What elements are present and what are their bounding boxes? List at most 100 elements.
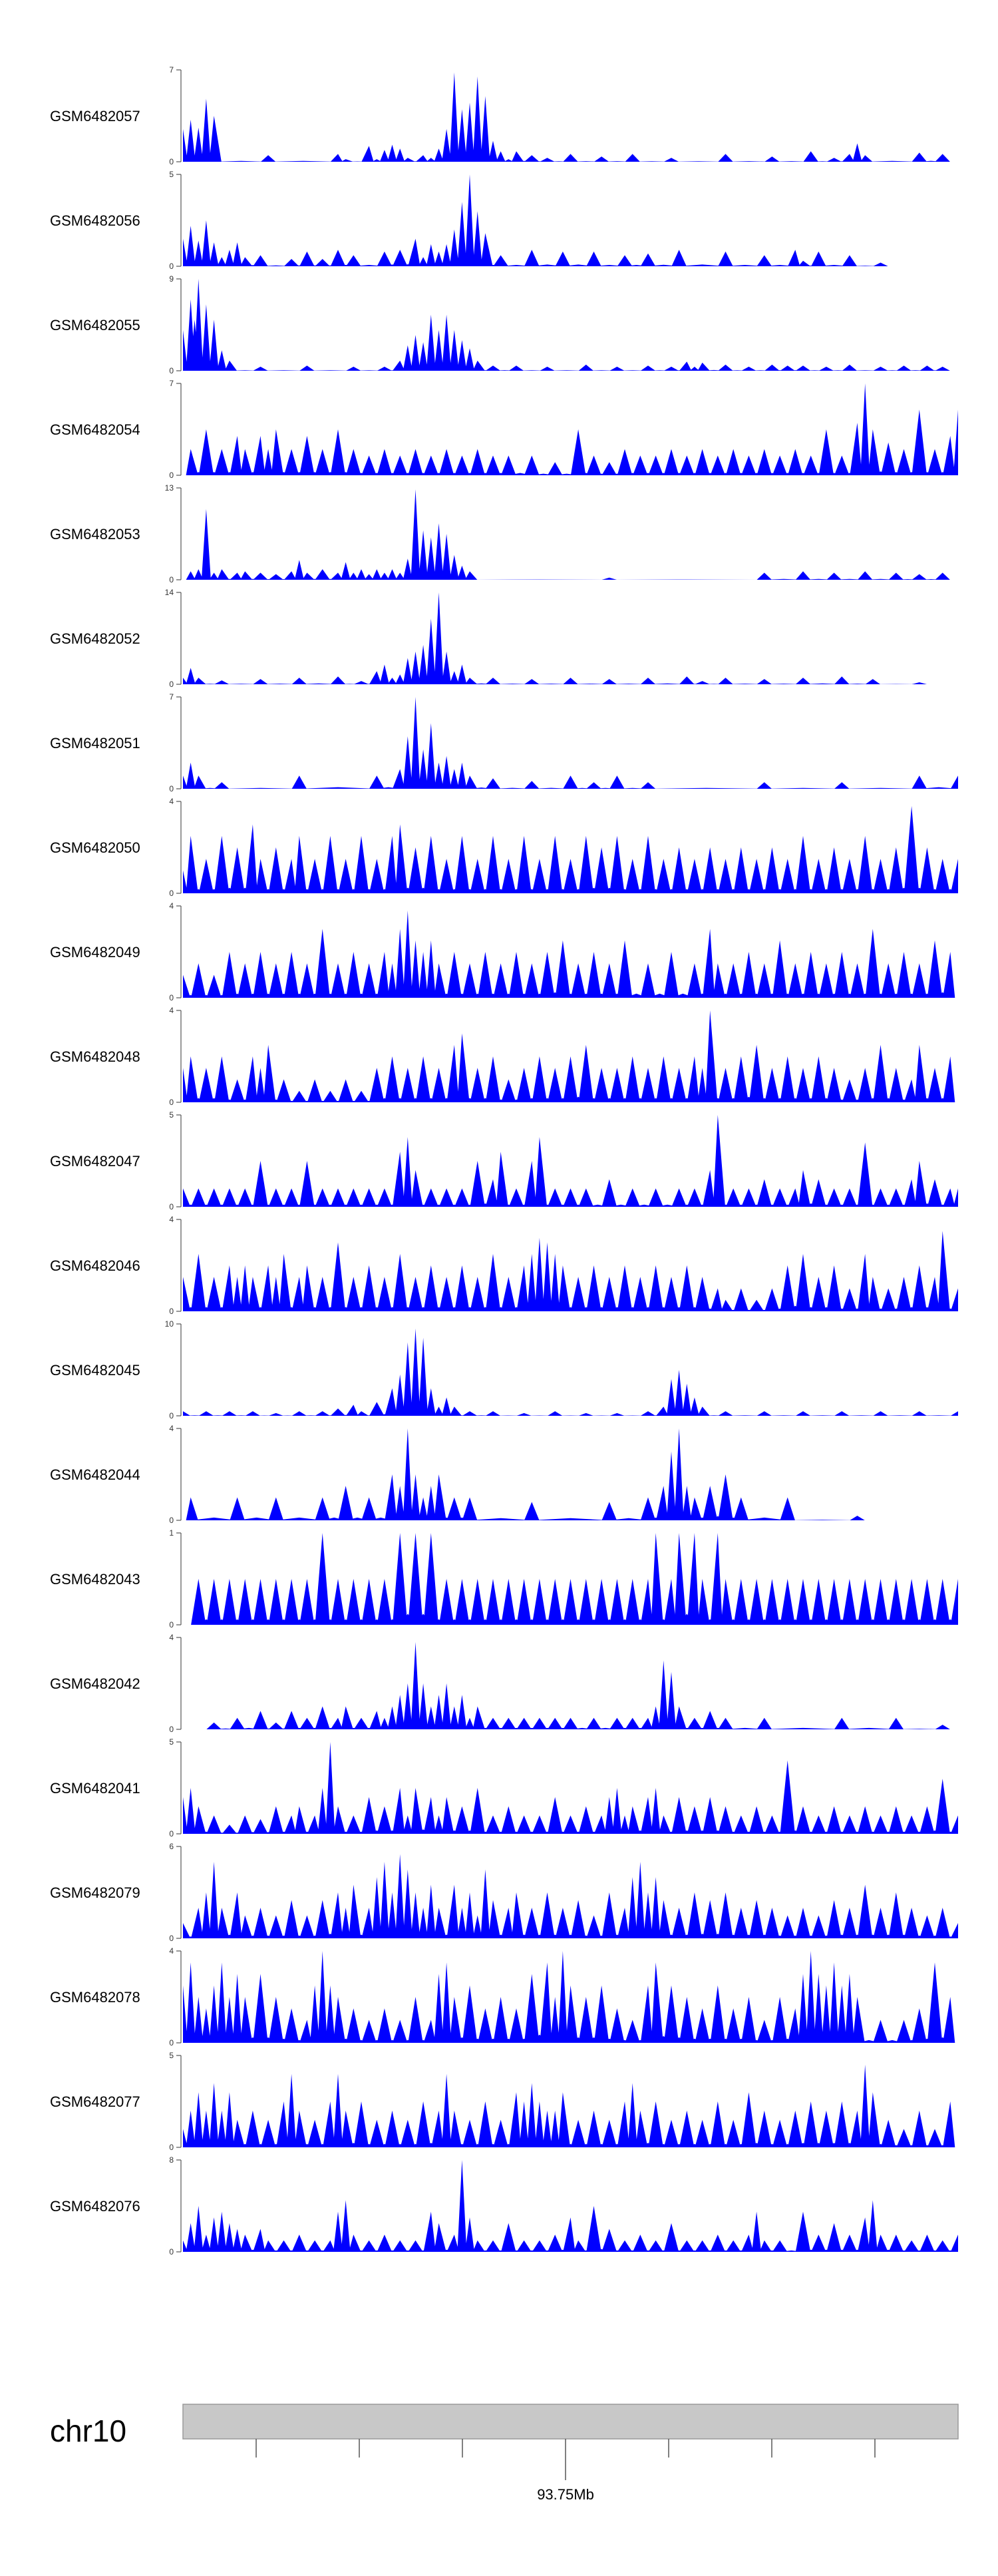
y-tick-label-min: 0 xyxy=(169,2247,174,2256)
y-tick-label-max: 5 xyxy=(169,1737,174,1747)
y-tick-label-max: 4 xyxy=(169,1633,174,1642)
y-tick-label-min: 0 xyxy=(169,2038,174,2047)
y-tick-label-max: 9 xyxy=(169,274,174,284)
y-tick-label-max: 7 xyxy=(169,65,174,75)
coverage-area xyxy=(186,383,959,475)
track: GSM6482051 7 0 xyxy=(50,692,958,793)
track-label: GSM6482042 xyxy=(50,1675,140,1692)
coverage-area xyxy=(183,1854,958,1938)
coverage-area xyxy=(183,592,927,684)
coverage-area xyxy=(186,1428,865,1520)
track: GSM6482046 4 0 xyxy=(50,1215,958,1316)
coverage-area xyxy=(206,1641,950,1729)
y-tick-label-max: 4 xyxy=(169,1946,174,1956)
coverage-area xyxy=(183,72,950,162)
y-tick-label-max: 5 xyxy=(169,170,174,179)
track-label: GSM6482056 xyxy=(50,212,140,229)
y-tick-label-max: 4 xyxy=(169,1424,174,1433)
track: GSM6482041 5 0 xyxy=(50,1737,958,1838)
y-tick-label-max: 8 xyxy=(169,2155,174,2165)
track-label: GSM6482076 xyxy=(50,2198,140,2215)
y-tick-label-max: 4 xyxy=(169,797,174,806)
y-tick-label-min: 0 xyxy=(169,471,174,480)
y-tick-label-min: 0 xyxy=(169,993,174,1002)
track-label: GSM6482054 xyxy=(50,421,140,438)
track: GSM6482055 9 0 xyxy=(50,274,950,375)
track-label: GSM6482048 xyxy=(50,1048,140,1065)
track: GSM6482050 4 0 xyxy=(50,797,958,898)
y-tick-label-max: 10 xyxy=(165,1319,174,1329)
coverage-area xyxy=(183,2064,955,2147)
coverage-area xyxy=(183,1010,955,1102)
track-label: GSM6482041 xyxy=(50,1780,140,1797)
coverage-area xyxy=(183,1231,958,1311)
y-tick-label-min: 0 xyxy=(169,157,174,166)
y-tick-label-min: 0 xyxy=(169,889,174,898)
y-tick-label-max: 13 xyxy=(165,483,174,493)
track: GSM6482044 4 0 xyxy=(50,1424,865,1525)
coverage-area xyxy=(183,805,958,893)
coverage-area xyxy=(183,279,950,371)
track: GSM6482078 4 0 xyxy=(50,1946,955,2047)
track: GSM6482049 4 0 xyxy=(50,901,955,1002)
y-tick-label-min: 0 xyxy=(169,1725,174,1734)
position-ticks xyxy=(255,2439,876,2480)
y-tick-label-min: 0 xyxy=(169,2143,174,2152)
track: GSM6482077 5 0 xyxy=(50,2051,955,2152)
y-tick-label-min: 0 xyxy=(169,1307,174,1316)
track-label: GSM6482077 xyxy=(50,2093,140,2110)
coverage-area xyxy=(183,1951,955,2043)
track: GSM6482048 4 0 xyxy=(50,1006,955,1107)
y-tick-label-min: 0 xyxy=(169,784,174,793)
track-label: GSM6482051 xyxy=(50,735,140,751)
y-tick-label-min: 0 xyxy=(169,1620,174,1629)
y-tick-label-min: 0 xyxy=(169,1411,174,1420)
track: GSM6482042 4 0 xyxy=(50,1633,950,1734)
track-label: GSM6482049 xyxy=(50,944,140,961)
y-tick-label-min: 0 xyxy=(169,680,174,689)
track: GSM6482079 6 0 xyxy=(50,1842,958,1943)
track-label: GSM6482043 xyxy=(50,1571,140,1588)
track-label: GSM6482053 xyxy=(50,526,140,542)
track-label: GSM6482050 xyxy=(50,839,140,856)
position-label: 93.75Mb xyxy=(537,2486,594,2503)
y-tick-label-min: 0 xyxy=(169,262,174,271)
track-label: GSM6482055 xyxy=(50,317,140,333)
track: GSM6482052 14 0 xyxy=(50,588,927,689)
track-label: GSM6482045 xyxy=(50,1362,140,1379)
coverage-area xyxy=(183,1742,958,1834)
track: GSM6482043 1 0 xyxy=(50,1528,959,1629)
track: GSM6482054 7 0 xyxy=(50,379,959,480)
coverage-area xyxy=(183,1328,958,1416)
track-label: GSM6482057 xyxy=(50,108,140,124)
y-tick-label-max: 7 xyxy=(169,379,174,388)
coverage-area xyxy=(191,1533,959,1625)
y-tick-label-max: 5 xyxy=(169,1110,174,1120)
y-tick-label-max: 6 xyxy=(169,1842,174,1851)
chromosome-label: chr10 xyxy=(50,2414,126,2448)
track: GSM6482076 8 0 xyxy=(50,2155,958,2256)
coverage-area xyxy=(183,1115,958,1207)
y-tick-label-max: 4 xyxy=(169,1006,174,1015)
y-tick-label-min: 0 xyxy=(169,366,174,375)
y-tick-label-max: 4 xyxy=(169,1215,174,1224)
coverage-area xyxy=(183,2160,958,2252)
y-tick-label-max: 4 xyxy=(169,901,174,911)
track-label: GSM6482047 xyxy=(50,1153,140,1170)
track: GSM6482045 10 0 xyxy=(50,1319,958,1420)
y-tick-label-max: 5 xyxy=(169,2051,174,2060)
y-tick-label-min: 0 xyxy=(169,1934,174,1943)
chromosome-ideogram: chr10 93.75Mb xyxy=(50,2404,959,2503)
track: GSM6482047 5 0 xyxy=(50,1110,958,1211)
track: GSM6482057 7 0 xyxy=(50,65,950,166)
y-tick-label-max: 1 xyxy=(169,1528,174,1538)
y-tick-label-min: 0 xyxy=(169,1516,174,1525)
y-tick-label-min: 0 xyxy=(169,1829,174,1838)
track-label: GSM6482079 xyxy=(50,1884,140,1901)
tracks-group: GSM648205770GSM648205650GSM648205590GSM6… xyxy=(50,65,959,2256)
track-label: GSM6482052 xyxy=(50,630,140,647)
y-tick-label-max: 7 xyxy=(169,692,174,702)
y-tick-label-min: 0 xyxy=(169,575,174,584)
y-tick-label-max: 14 xyxy=(165,588,174,597)
